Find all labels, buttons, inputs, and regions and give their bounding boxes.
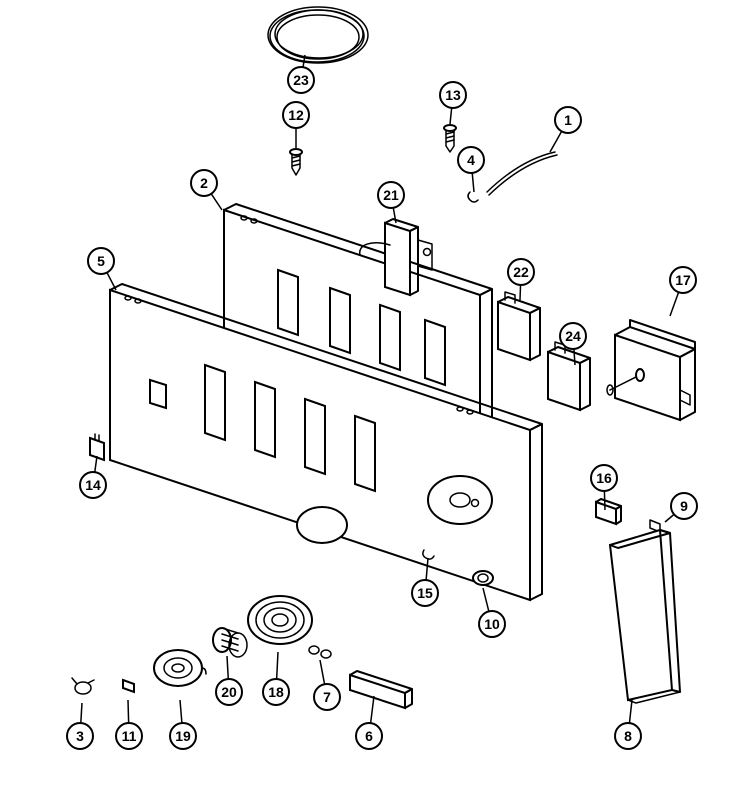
callout-number-12: 12 (288, 107, 304, 123)
part-nuts-7 (309, 646, 331, 658)
part-switch-22 (498, 292, 540, 360)
part-coupling-20 (213, 628, 247, 657)
leader-line (483, 588, 489, 611)
part-rocker-16 (596, 499, 621, 524)
leader-line (629, 700, 632, 723)
leader-line (128, 700, 129, 723)
leader-line (81, 703, 82, 723)
callout-number-17: 17 (675, 272, 691, 288)
callout-number-16: 16 (596, 470, 612, 486)
callout-number-18: 18 (268, 684, 284, 700)
callout-number-1: 1 (564, 112, 572, 128)
callout-number-21: 21 (383, 187, 399, 203)
leader-line (520, 285, 521, 300)
part-screw-12 (290, 149, 302, 175)
callout-number-7: 7 (323, 689, 331, 705)
callout-number-19: 19 (175, 728, 191, 744)
part-clip-small (468, 192, 478, 202)
callout-number-9: 9 (680, 498, 688, 514)
exploded-parts-diagram: 123456789101112131415161718192021222324 (0, 0, 752, 793)
part-nameplate (350, 671, 412, 708)
leader-line (320, 660, 325, 684)
callout-number-11: 11 (122, 728, 137, 744)
callout-number-20: 20 (221, 684, 237, 700)
leader-line (393, 208, 396, 223)
part-timer-17 (607, 320, 695, 420)
leader-line (227, 656, 228, 679)
callout-number-10: 10 (484, 616, 500, 632)
leader-line (472, 173, 474, 192)
leader-line (107, 273, 116, 290)
part-endcap (610, 530, 680, 703)
callout-number-5: 5 (97, 253, 105, 269)
leader-line (450, 108, 452, 124)
leader-line (211, 194, 222, 210)
part-switch-24 (548, 342, 590, 410)
part-screw-13 (444, 125, 456, 152)
callout-number-6: 6 (365, 728, 373, 744)
leader-line (277, 652, 278, 679)
leader-line (604, 491, 605, 510)
part-bezel-18 (248, 596, 312, 644)
callout-number-15: 15 (417, 585, 433, 601)
leader-line (95, 456, 97, 472)
callout-number-24: 24 (565, 328, 581, 344)
leader-line (180, 700, 182, 723)
leader-line (371, 696, 374, 723)
part-button-10 (473, 571, 493, 585)
callout-number-2: 2 (200, 175, 208, 191)
leader-line (670, 292, 679, 316)
part-bracket-3 (72, 678, 94, 694)
callout-number-14: 14 (85, 477, 101, 493)
leader-line (665, 514, 674, 522)
part-clip-11 (123, 680, 134, 692)
callout-number-22: 22 (513, 264, 529, 280)
callout-number-13: 13 (445, 87, 461, 103)
part-knob-19 (154, 650, 206, 686)
callout-number-23: 23 (293, 72, 309, 88)
part-curved-wire (487, 152, 557, 195)
callout-number-3: 3 (76, 728, 84, 744)
callout-number-4: 4 (467, 152, 475, 168)
leader-line (550, 131, 562, 152)
part-wire-coil (268, 7, 368, 63)
callout-number-8: 8 (624, 728, 632, 744)
